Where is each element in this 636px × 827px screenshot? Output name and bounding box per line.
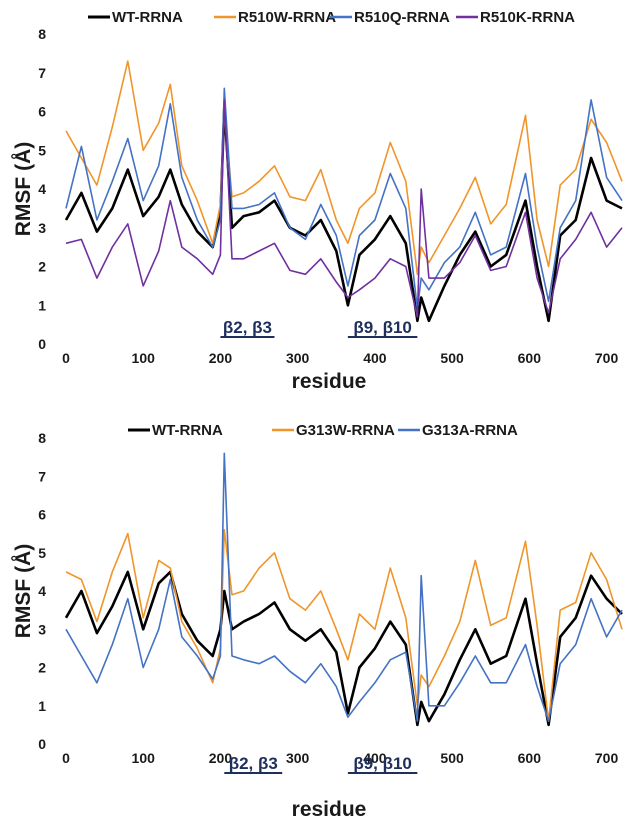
x-tick-label: 600 [518, 750, 542, 766]
y-tick-label: 6 [38, 507, 46, 523]
x-tick-label: 400 [363, 750, 387, 766]
x-tick-label: 700 [595, 750, 619, 766]
series-line-wt-rrna [64, 106, 623, 323]
region-annotation: β9, β10 [353, 318, 412, 337]
x-tick-label: 600 [518, 350, 542, 366]
y-tick-label: 0 [38, 736, 46, 752]
y-axis-title: RMSF (Å) [11, 544, 35, 638]
y-tick-label: 1 [38, 698, 46, 714]
legend-label-r510k-rrna: R510K-RRNA [480, 9, 575, 26]
chart-panel-top: 0 1 2 3 4 5 6 7 8 0 100 200 300 400 500 600 700 residue RM… [0, 0, 636, 411]
y-tick-label: 2 [38, 660, 46, 676]
x-tick-label: 400 [363, 350, 387, 366]
x-tick-label: 100 [132, 750, 156, 766]
series-line-wt-rrna [64, 570, 623, 727]
region-annotation: β2, β3 [229, 754, 278, 773]
x-tick-label: 0 [62, 350, 70, 366]
x-tick-label: 300 [286, 350, 310, 366]
legend-label-r510q-rrna: R510Q-RRNA [354, 9, 450, 26]
x-tick-label: 200 [209, 750, 233, 766]
x-tick-label: 200 [209, 350, 233, 366]
rmsf-chart-bottom: 0 1 2 3 4 5 6 7 8 0 100 200 300 400 500 600 700 residue RM… [11, 422, 623, 821]
y-tick-label: 5 [38, 142, 46, 158]
y-tick-label: 3 [38, 621, 46, 637]
series-line-g313a-rrna [65, 452, 623, 722]
x-tick-label: 0 [62, 750, 70, 766]
series-line-r510k-rrna [65, 99, 623, 318]
x-tick-label: 300 [286, 750, 310, 766]
y-axis-title: RMSF (Å) [11, 142, 35, 236]
y-tick-label: 1 [38, 297, 46, 313]
legend-label-g313w-rrna: G313W-RRNA [296, 422, 395, 439]
region-annotation: β9, β10 [353, 754, 412, 773]
y-tick-label: 8 [38, 430, 46, 446]
y-tick-label: 4 [38, 583, 46, 599]
x-axis-title: residue [292, 798, 367, 821]
y-tick-label: 0 [38, 336, 46, 352]
y-tick-label: 5 [38, 545, 46, 561]
chart-panel-bottom: 0 1 2 3 4 5 6 7 8 0 100 200 300 400 500 600 700 residue RM… [0, 411, 636, 822]
legend-label-g313a-rrna: G313A-RRNA [422, 422, 518, 439]
y-tick-label: 3 [38, 220, 46, 236]
y-tick-label: 6 [38, 104, 46, 120]
x-tick-label: 500 [440, 750, 464, 766]
x-tick-label: 500 [440, 350, 464, 366]
y-tick-label: 8 [38, 26, 46, 42]
x-tick-label: 100 [132, 350, 156, 366]
legend-label-wt-rrna: WT-RRNA [112, 9, 183, 26]
legend-label-wt-rrna: WT-RRNA [152, 422, 223, 439]
x-tick-label: 700 [595, 350, 619, 366]
series-line-r510q-rrna [65, 87, 623, 310]
series-line-r510w-rrna [65, 60, 623, 276]
series-line-g313w-rrna [65, 529, 623, 722]
y-tick-label: 7 [38, 65, 46, 81]
rmsf-chart-top: 0 1 2 3 4 5 6 7 8 0 100 200 300 400 500 600 700 residue RM… [11, 9, 623, 393]
legend-label-r510w-rrna: R510W-RRNA [238, 9, 336, 26]
y-tick-label: 7 [38, 468, 46, 484]
y-tick-label: 4 [38, 181, 46, 197]
y-tick-label: 2 [38, 259, 46, 275]
region-annotation: β2, β3 [223, 318, 272, 337]
x-axis-title: residue [292, 370, 367, 393]
